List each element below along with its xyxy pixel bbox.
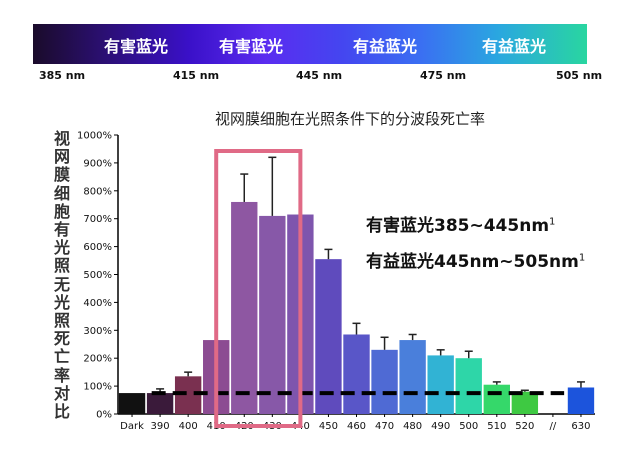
annotation-harmful: 有害蓝光385~445nm1 bbox=[366, 211, 555, 236]
x-tick-label-450: 450 bbox=[319, 421, 338, 432]
x-tick-label-470: 470 bbox=[375, 421, 394, 432]
bar-630 bbox=[567, 387, 595, 414]
annotation-beneficial-footnote: 1 bbox=[578, 252, 586, 264]
x-tick-label-510: 510 bbox=[487, 421, 506, 432]
x-tick-label-630: 630 bbox=[571, 421, 590, 432]
bar-480 bbox=[399, 340, 426, 414]
x-tick-label-460: 460 bbox=[347, 421, 366, 432]
x-tick-label-//: // bbox=[550, 421, 557, 432]
bar-420 bbox=[231, 201, 258, 414]
bar-390 bbox=[146, 393, 174, 414]
nm-label-415: 415 nm bbox=[172, 69, 220, 82]
annotation-beneficial: 有益蓝光445nm~505nm1 bbox=[366, 247, 585, 272]
spectrum-band-label-3: 有益蓝光 bbox=[352, 37, 417, 56]
nm-label-505: 505 nm bbox=[555, 69, 603, 82]
x-tick-label-490: 490 bbox=[431, 421, 450, 432]
y-tick-label: 500% bbox=[83, 270, 112, 281]
chart-title: 视网膜细胞在光照条件下的分波段死亡率 bbox=[214, 110, 485, 128]
annotation-harmful-footnote: 1 bbox=[549, 216, 556, 228]
x-tick-label-500: 500 bbox=[459, 421, 478, 432]
x-tick-label-Dark: Dark bbox=[120, 421, 144, 432]
spectrum-band-label-2: 有害蓝光 bbox=[218, 37, 283, 56]
y-tick-label: 800% bbox=[83, 186, 112, 197]
annotation-beneficial-text: 有益蓝光445nm~505nm bbox=[366, 252, 579, 272]
bar-Dark bbox=[118, 393, 146, 414]
y-tick-label: 700% bbox=[83, 214, 112, 225]
x-tick-label-520: 520 bbox=[515, 421, 534, 432]
bar-430 bbox=[259, 215, 286, 414]
y-tick-label: 100% bbox=[83, 382, 112, 393]
nm-label-445: 445 nm bbox=[295, 69, 343, 82]
spectrum-gradient-bar bbox=[33, 24, 587, 64]
highlight-box bbox=[214, 149, 303, 428]
bar-500 bbox=[455, 358, 482, 414]
x-tick-label-400: 400 bbox=[179, 421, 198, 432]
y-axis-label: 视网膜细胞有光照无光照死亡率对比 bbox=[53, 129, 70, 422]
spectrum-band-label-1: 有害蓝光 bbox=[103, 37, 168, 56]
bar-490 bbox=[427, 355, 454, 414]
y-tick-label: 600% bbox=[83, 242, 112, 253]
bar-510 bbox=[483, 384, 510, 414]
bar-460 bbox=[343, 334, 370, 414]
y-tick-label: 1000% bbox=[77, 131, 112, 142]
bar-470 bbox=[371, 349, 398, 414]
bar-400 bbox=[174, 376, 202, 414]
spectrum-band-label-4: 有益蓝光 bbox=[481, 37, 546, 56]
y-tick-label: 900% bbox=[83, 158, 112, 169]
y-tick-label: 200% bbox=[83, 354, 112, 365]
bar-520 bbox=[511, 391, 539, 414]
x-tick-label-390: 390 bbox=[151, 421, 170, 432]
bar-450 bbox=[315, 259, 342, 414]
nm-label-385: 385 nm bbox=[38, 69, 86, 82]
y-tick-label: 300% bbox=[83, 326, 112, 337]
nm-label-475: 475 nm bbox=[419, 69, 467, 82]
annotation-harmful-text: 有害蓝光385~445nm bbox=[366, 216, 550, 236]
x-tick-label-480: 480 bbox=[403, 421, 422, 432]
y-tick-label: 400% bbox=[83, 298, 112, 309]
y-tick-label: 0% bbox=[96, 410, 112, 421]
